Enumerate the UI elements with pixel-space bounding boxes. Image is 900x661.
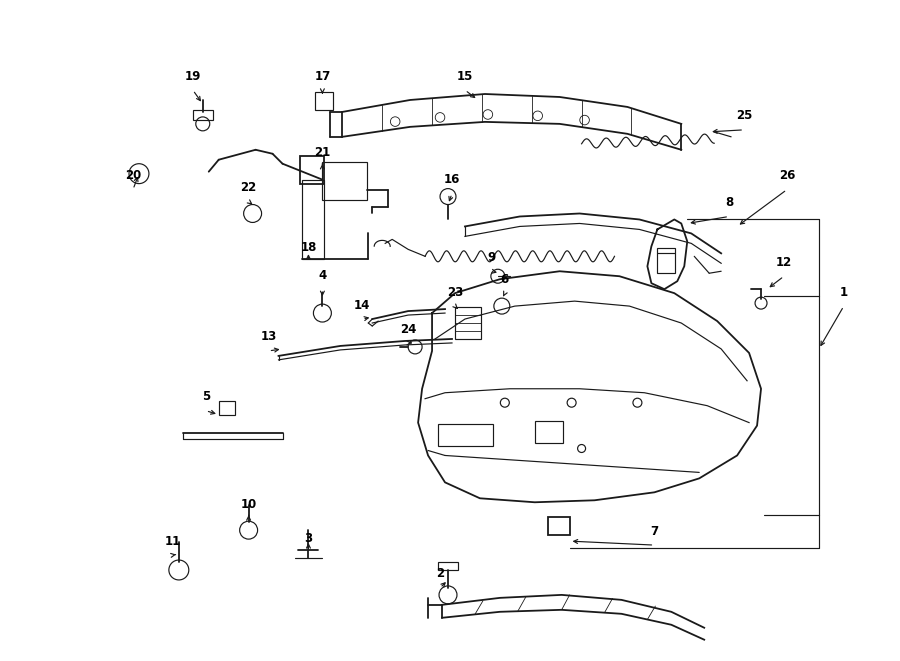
Text: 25: 25 xyxy=(736,110,752,122)
Bar xyxy=(315,92,333,110)
Text: 22: 22 xyxy=(240,181,256,194)
Bar xyxy=(193,110,212,120)
Text: 12: 12 xyxy=(776,256,792,269)
Text: 24: 24 xyxy=(400,323,417,336)
Bar xyxy=(219,401,235,414)
Bar xyxy=(548,517,570,535)
Text: 21: 21 xyxy=(314,146,330,159)
Text: 17: 17 xyxy=(314,69,330,83)
Text: 19: 19 xyxy=(184,69,201,83)
Text: 6: 6 xyxy=(500,273,509,286)
Text: 16: 16 xyxy=(444,173,460,186)
Text: 18: 18 xyxy=(301,241,317,254)
Text: 1: 1 xyxy=(840,286,848,299)
Bar xyxy=(322,162,367,200)
Text: 3: 3 xyxy=(304,531,312,545)
Text: 26: 26 xyxy=(778,169,795,182)
Text: 13: 13 xyxy=(260,330,276,344)
Text: 4: 4 xyxy=(319,269,327,282)
Bar xyxy=(438,424,493,446)
Text: 14: 14 xyxy=(354,299,371,311)
Bar xyxy=(455,307,481,339)
Bar xyxy=(301,156,324,184)
Text: 7: 7 xyxy=(651,525,659,537)
Bar xyxy=(438,562,458,570)
Text: 9: 9 xyxy=(488,251,496,264)
Text: 10: 10 xyxy=(240,498,256,511)
Bar xyxy=(657,249,675,273)
Bar xyxy=(302,180,324,259)
Bar xyxy=(535,420,562,442)
Text: 20: 20 xyxy=(125,169,141,182)
Text: 11: 11 xyxy=(165,535,181,547)
Text: 23: 23 xyxy=(447,286,464,299)
Text: 5: 5 xyxy=(202,390,210,403)
Text: 15: 15 xyxy=(457,69,473,83)
Text: 2: 2 xyxy=(436,568,444,580)
Text: 8: 8 xyxy=(725,196,734,209)
